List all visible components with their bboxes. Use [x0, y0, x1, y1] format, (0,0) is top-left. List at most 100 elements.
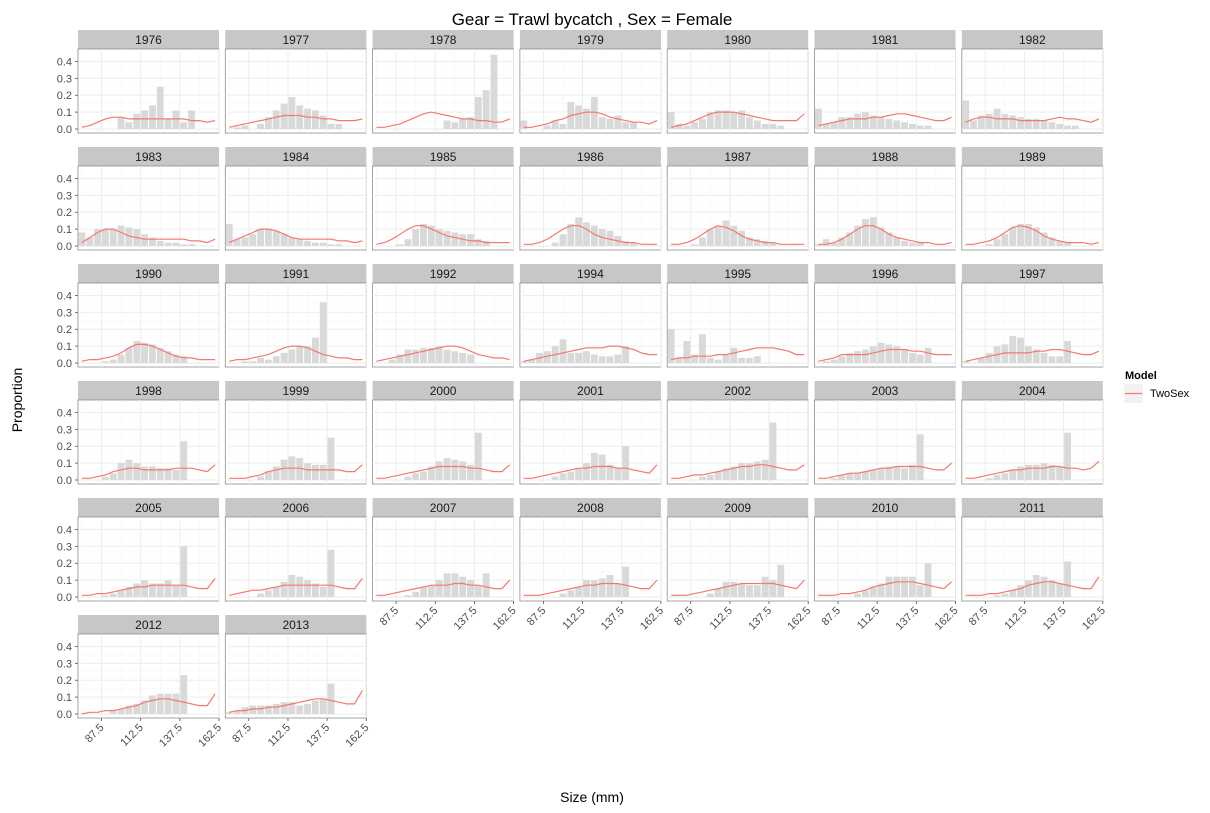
- obs-bar: [311, 242, 319, 246]
- obs-bar: [311, 110, 319, 129]
- obs-bar: [901, 349, 908, 363]
- obs-bar: [761, 240, 769, 246]
- obs-bar: [722, 110, 730, 129]
- obs-bar: [714, 471, 722, 480]
- x-tick-label: 137.5: [1041, 605, 1069, 633]
- obs-bar: [822, 123, 830, 129]
- obs-bar: [257, 229, 264, 246]
- obs-bar: [467, 354, 474, 363]
- facet-strip-label: 2011: [1019, 501, 1045, 515]
- obs-bar: [172, 110, 180, 129]
- obs-bar: [396, 244, 404, 246]
- obs-bar: [257, 123, 264, 129]
- obs-bar: [590, 580, 598, 597]
- obs-bar: [854, 473, 861, 480]
- fit-line-twosex: [965, 225, 1100, 245]
- y-tick-label: 0.2: [57, 324, 72, 336]
- obs-bar: [172, 469, 180, 480]
- obs-bar: [396, 354, 404, 363]
- obs-bar: [985, 352, 993, 363]
- facet-panel-1976: 1976 0.0 0.1 0.2 0.3 0.4: [57, 30, 220, 136]
- obs-bar: [102, 595, 109, 597]
- obs-bar: [459, 461, 467, 480]
- obs-bar: [117, 225, 125, 246]
- obs-bar: [598, 578, 606, 597]
- facet-strip-label: 1983: [135, 150, 162, 164]
- x-tick-label: 162.5: [1080, 605, 1108, 633]
- y-tick-label: 0.3: [57, 190, 72, 202]
- obs-bar: [474, 432, 482, 480]
- fit-line-twosex: [523, 579, 658, 596]
- obs-bar: [164, 468, 172, 480]
- obs-bar: [109, 710, 117, 714]
- obs-bar: [846, 117, 854, 129]
- obs-bar: [288, 96, 296, 129]
- obs-bar: [924, 563, 932, 597]
- obs-bar: [738, 583, 746, 597]
- obs-bar: [1032, 349, 1040, 363]
- x-tick-label: 87.5: [378, 605, 402, 629]
- facet-panel-1982: 1982: [961, 30, 1104, 134]
- fit-line-twosex: [81, 464, 216, 479]
- obs-bar: [149, 695, 156, 714]
- obs-bar: [296, 705, 304, 714]
- obs-bar: [1009, 590, 1017, 597]
- obs-bar: [1024, 580, 1032, 597]
- fit-line-twosex: [671, 225, 805, 245]
- obs-bar: [1024, 118, 1032, 129]
- obs-bar: [141, 342, 148, 363]
- legend-title: Model: [1125, 370, 1157, 382]
- obs-bar: [559, 593, 567, 597]
- obs-bar: [180, 546, 188, 597]
- obs-bar: [901, 576, 908, 597]
- obs-bar: [94, 229, 101, 246]
- obs-bar: [125, 705, 133, 714]
- facet-strip-label: 1984: [282, 150, 309, 164]
- obs-bar: [761, 123, 769, 129]
- obs-bar: [233, 710, 241, 714]
- facet-strip-label: 1996: [872, 267, 899, 281]
- obs-bar: [280, 581, 288, 597]
- obs-bar: [730, 466, 738, 480]
- obs-bar: [420, 471, 427, 480]
- fit-line-twosex: [376, 111, 510, 128]
- facet-panel-1986: 1986: [519, 147, 662, 251]
- obs-bar: [319, 302, 327, 363]
- obs-bar: [901, 468, 908, 480]
- y-tick-label: 0.1: [57, 458, 72, 470]
- obs-bar: [133, 583, 141, 597]
- obs-bar: [1001, 344, 1009, 363]
- obs-bar: [109, 593, 117, 597]
- obs-bar: [691, 122, 699, 129]
- obs-bar: [885, 576, 893, 597]
- facet-strip-label: 2010: [872, 501, 899, 515]
- fit-line-twosex: [965, 116, 1100, 123]
- obs-bar: [1001, 473, 1009, 480]
- obs-bar: [985, 244, 993, 246]
- obs-bar: [296, 458, 304, 480]
- obs-bar: [280, 234, 288, 246]
- obs-bar: [1040, 576, 1048, 597]
- obs-bar: [761, 576, 769, 597]
- obs-bar: [622, 240, 630, 246]
- x-tick-label: 112.5: [118, 722, 145, 749]
- obs-bar: [141, 110, 148, 129]
- obs-bar: [459, 576, 467, 597]
- obs-bar: [1032, 118, 1040, 129]
- obs-bar: [149, 237, 156, 246]
- obs-bar: [738, 357, 746, 363]
- facet-panel-1978: 1978: [372, 30, 515, 134]
- obs-bar: [877, 342, 885, 363]
- y-tick-label: 0.0: [57, 592, 72, 604]
- obs-bar: [296, 346, 304, 363]
- obs-bar: [916, 585, 924, 597]
- obs-bar: [180, 244, 188, 246]
- fit-line-twosex: [818, 581, 952, 596]
- facet-strip: [372, 381, 514, 400]
- facet-strip-label: 1976: [135, 33, 162, 47]
- obs-bar: [109, 229, 117, 246]
- facet-panel-1984: 1984: [224, 147, 367, 251]
- obs-bar: [474, 96, 482, 129]
- y-tick-label: 0.1: [57, 224, 72, 236]
- facet-panels: 1976 0.0 0.1 0.2 0.3 0.4 1977 1978 1979 1980 1981 1…: [57, 30, 1108, 750]
